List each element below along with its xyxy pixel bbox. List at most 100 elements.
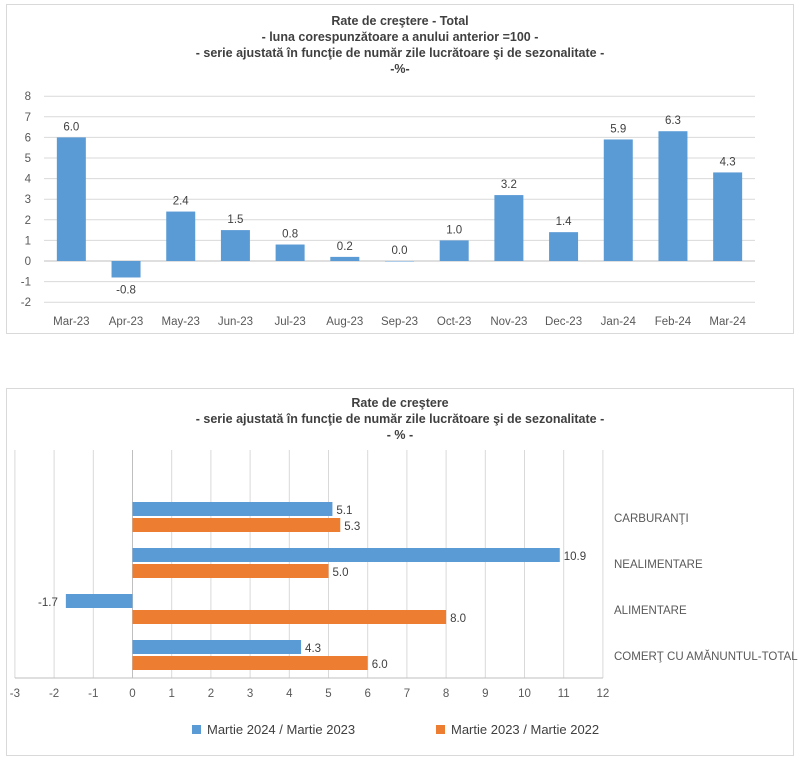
x-tick-label: -1 xyxy=(88,688,98,700)
x-tick-label: Sep-23 xyxy=(381,316,418,328)
chart1-title-line-1: Rate de creştere - Total xyxy=(331,14,469,28)
bar xyxy=(65,594,133,608)
data-label: 0.0 xyxy=(392,245,408,257)
bar xyxy=(658,131,688,261)
data-label: 5.3 xyxy=(344,521,360,533)
category-label: ALIMENTARE xyxy=(614,605,687,617)
y-tick-label: 3 xyxy=(25,194,31,206)
x-tick-label: Dec-23 xyxy=(545,316,582,328)
y-tick-label: 7 xyxy=(25,112,31,124)
data-label: 8.0 xyxy=(450,613,466,625)
x-tick-label: 5 xyxy=(325,688,331,700)
monthly-growth-bar-chart: 8 7 6 5 4 3 2 1 0 -1 -2 6.0 Mar-23 -0.8 Apr-23 2.4 May-2… xyxy=(21,91,755,328)
x-tick-label: Mar-23 xyxy=(53,316,89,328)
legend-label-series-1: Martie 2024 / Martie 2023 xyxy=(207,722,356,737)
x-tick-label: Jan-24 xyxy=(601,316,637,328)
bar xyxy=(494,195,524,261)
data-label: 1.0 xyxy=(446,224,462,236)
data-label: 6.3 xyxy=(665,115,681,127)
bar xyxy=(275,244,305,261)
y-tick-label: 5 xyxy=(25,153,31,165)
data-label: -0.8 xyxy=(116,284,136,296)
bar xyxy=(132,656,368,670)
bar xyxy=(603,139,633,261)
data-label: 5.0 xyxy=(333,567,349,579)
x-tick-label: Feb-24 xyxy=(655,316,692,328)
y-tick-label: 8 xyxy=(25,91,31,103)
data-label: -1.7 xyxy=(38,597,58,609)
chart2-title-line-3: - % - xyxy=(386,428,414,442)
bar xyxy=(166,211,196,261)
x-tick-label: 1 xyxy=(168,688,174,700)
y-tick-label: 4 xyxy=(25,174,32,186)
x-tick-label: Apr-23 xyxy=(109,316,144,328)
y-tick-label: -2 xyxy=(21,297,31,309)
x-tick-label: 3 xyxy=(247,688,253,700)
bar xyxy=(132,502,333,516)
x-tick-label: 8 xyxy=(443,688,449,700)
data-label: 3.2 xyxy=(501,179,517,191)
x-tick-label: Nov-23 xyxy=(490,316,527,328)
data-label: 2.4 xyxy=(173,196,190,208)
bar xyxy=(330,256,360,261)
category-label: CARBURANŢI xyxy=(614,513,689,525)
bar xyxy=(132,548,560,562)
y-tick-label: 6 xyxy=(25,132,31,144)
data-label: 4.3 xyxy=(305,643,321,655)
category-label: NEALIMENTARE xyxy=(614,559,703,571)
data-label: 6.0 xyxy=(63,121,79,133)
bar xyxy=(132,640,302,654)
legend-swatch-orange xyxy=(436,725,445,734)
x-tick-label: Mar-24 xyxy=(709,316,746,328)
x-tick-label: 6 xyxy=(364,688,370,700)
x-tick-label: 0 xyxy=(129,688,135,700)
data-label: 0.8 xyxy=(282,229,298,241)
bar xyxy=(439,240,469,261)
bar xyxy=(220,230,250,261)
y-tick-label: 1 xyxy=(25,235,31,247)
x-tick-label: 12 xyxy=(597,688,610,700)
y-tick-label: 2 xyxy=(25,215,31,227)
bar xyxy=(132,564,329,578)
legend-label-series-2: Martie 2023 / Martie 2022 xyxy=(451,722,600,737)
bar xyxy=(56,137,86,261)
x-tick-label: 9 xyxy=(482,688,488,700)
data-label: 1.4 xyxy=(556,216,573,228)
x-tick-label: -2 xyxy=(49,688,59,700)
x-tick-label: 7 xyxy=(404,688,410,700)
data-label: 1.5 xyxy=(227,214,243,226)
x-tick-label: 10 xyxy=(518,688,531,700)
x-tick-label: 4 xyxy=(286,688,293,700)
bar xyxy=(111,261,141,278)
y-tick-label: 0 xyxy=(25,256,31,268)
legend-swatch-blue xyxy=(192,725,201,734)
y-tick-label: -1 xyxy=(21,277,31,289)
data-label: 10.9 xyxy=(564,551,586,563)
x-tick-label: Oct-23 xyxy=(437,316,472,328)
bar xyxy=(132,518,341,532)
x-tick-label: Jul-23 xyxy=(274,316,305,328)
bar xyxy=(132,610,447,624)
legend-item-series-1: Martie 2024 / Martie 2023 xyxy=(192,722,355,737)
chart1-title-line-3: - serie ajustată în funcţie de număr zil… xyxy=(195,46,605,60)
x-tick-label: 11 xyxy=(558,688,570,700)
chart1-title-line-2: - luna corespunzătoare a anului anterior… xyxy=(261,30,539,44)
x-tick-label: May-23 xyxy=(162,316,200,328)
bar xyxy=(713,172,743,261)
data-label: 5.9 xyxy=(610,123,626,135)
x-tick-label: Jun-23 xyxy=(218,316,253,328)
chart2-title-line-1: Rate de creştere xyxy=(351,396,449,410)
x-tick-label: -3 xyxy=(10,688,20,700)
chart1-title-line-4: -%- xyxy=(390,62,410,76)
category-label: COMERŢ CU AMĂNUNTUL-TOTAL xyxy=(614,650,798,663)
x-tick-label: 2 xyxy=(208,688,214,700)
data-label: 0.2 xyxy=(337,241,353,253)
chart2-title-line-2: - serie ajustată în funcţie de număr zil… xyxy=(195,412,605,426)
x-tick-label: Aug-23 xyxy=(326,316,363,328)
data-label: 4.3 xyxy=(720,156,736,168)
data-label: 6.0 xyxy=(372,659,388,671)
data-label: 5.1 xyxy=(336,505,352,517)
bar xyxy=(549,232,579,261)
legend-item-series-2: Martie 2023 / Martie 2022 xyxy=(436,722,599,737)
